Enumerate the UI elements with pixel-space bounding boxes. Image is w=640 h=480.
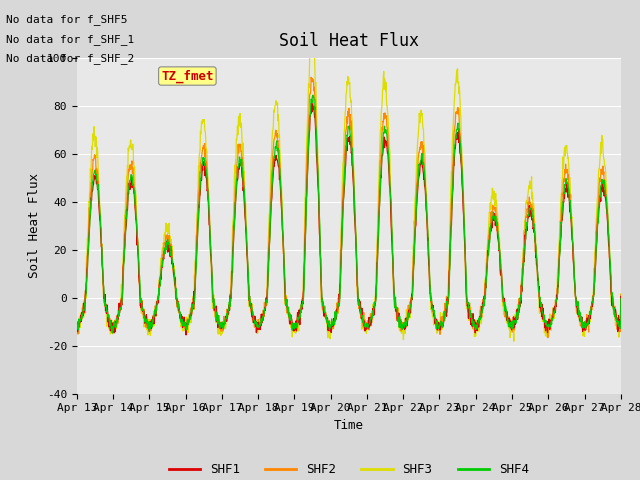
Text: No data for f_SHF5: No data for f_SHF5 (6, 14, 128, 25)
Text: No data for f_SHF_2: No data for f_SHF_2 (6, 53, 134, 64)
Title: Soil Heat Flux: Soil Heat Flux (279, 33, 419, 50)
Text: No data for f_SHF_1: No data for f_SHF_1 (6, 34, 134, 45)
Text: TZ_fmet: TZ_fmet (161, 70, 214, 83)
X-axis label: Time: Time (334, 419, 364, 432)
Y-axis label: Soil Heat Flux: Soil Heat Flux (28, 173, 41, 278)
Legend: SHF1, SHF2, SHF3, SHF4: SHF1, SHF2, SHF3, SHF4 (164, 458, 534, 480)
